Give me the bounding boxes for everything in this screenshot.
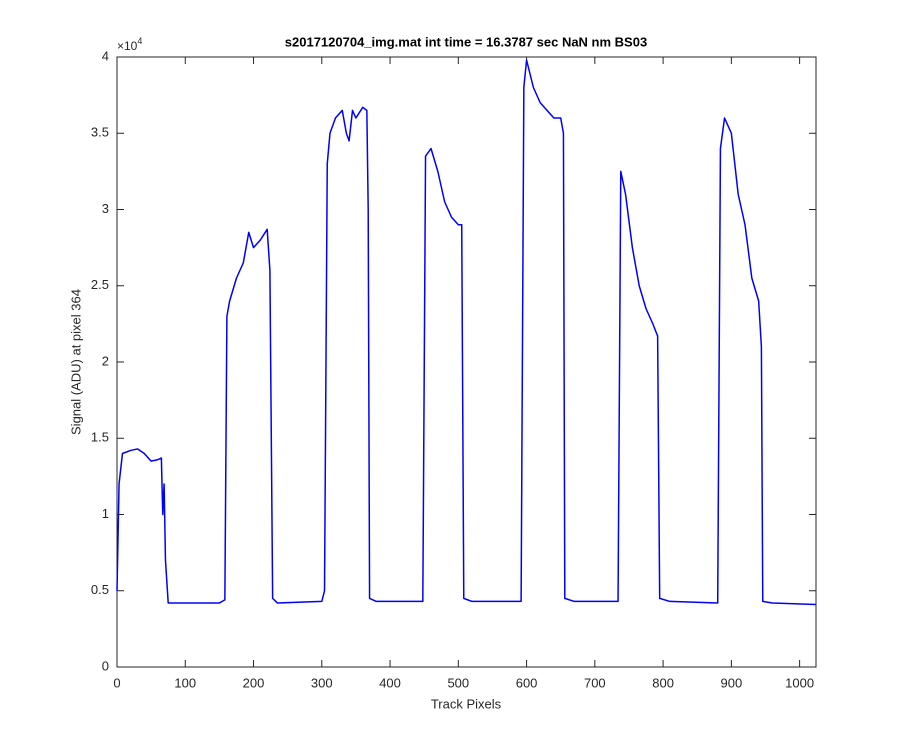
x-tick-label: 100 xyxy=(174,675,196,690)
x-tick-label: 400 xyxy=(379,675,401,690)
y-exponent-base: ×10 xyxy=(117,39,138,53)
x-tick-label: 0 xyxy=(113,675,120,690)
y-tick-label: 0 xyxy=(102,658,109,673)
x-tick-label: 700 xyxy=(584,675,606,690)
x-tick-label: 900 xyxy=(721,675,743,690)
y-tick-label: 4 xyxy=(102,48,109,63)
y-tick-label: 2.5 xyxy=(91,277,109,292)
y-tick-label: 1.5 xyxy=(91,430,109,445)
y-tick-label: 3.5 xyxy=(91,125,109,140)
x-tick-label: 500 xyxy=(447,675,469,690)
x-tick-label: 800 xyxy=(652,675,674,690)
x-tick-label: 300 xyxy=(311,675,333,690)
x-axis-label: Track Pixels xyxy=(431,696,502,711)
data-line xyxy=(116,59,817,606)
y-tick-label: 3 xyxy=(102,201,109,216)
y-tick-label: 1 xyxy=(102,506,109,521)
x-tick-label: 600 xyxy=(516,675,538,690)
y-exponent-power: 4 xyxy=(137,36,142,46)
y-exponent: ×104 xyxy=(117,36,142,53)
y-tick-label: 2 xyxy=(102,353,109,368)
plot-area xyxy=(116,56,817,668)
y-tick-label: 0.5 xyxy=(91,582,109,597)
chart-title: s2017120704_img.mat int time = 16.3787 s… xyxy=(285,34,647,49)
y-axis-label: Signal (ADU) at pixel 364 xyxy=(68,289,83,435)
x-tick-label: 200 xyxy=(243,675,265,690)
x-tick-label: 1000 xyxy=(785,675,814,690)
